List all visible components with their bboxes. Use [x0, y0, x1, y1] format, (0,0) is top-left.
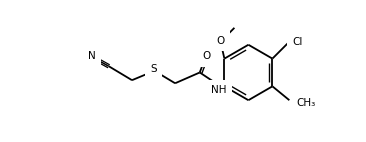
Text: Cl: Cl [292, 37, 303, 47]
Text: O: O [202, 51, 211, 61]
Text: NH: NH [211, 85, 227, 95]
Text: N: N [88, 51, 96, 60]
Text: CH₃: CH₃ [296, 98, 315, 107]
Text: O: O [216, 36, 225, 46]
Text: S: S [150, 64, 157, 74]
